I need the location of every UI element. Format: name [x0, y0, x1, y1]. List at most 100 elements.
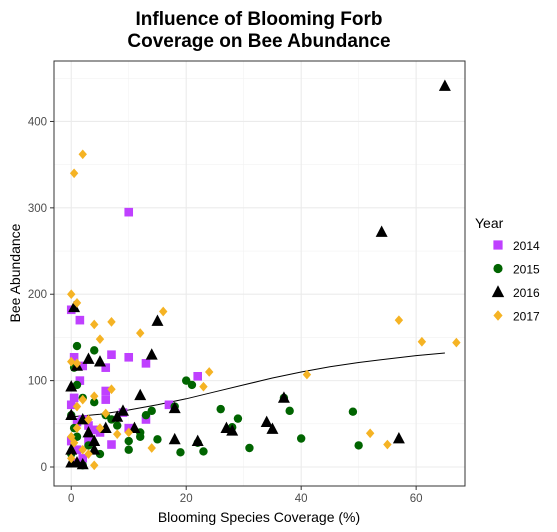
data-point — [95, 334, 105, 344]
y-tick-label: 100 — [28, 376, 47, 388]
x-tick-label: 60 — [410, 493, 423, 505]
data-point — [233, 414, 243, 423]
y-axis-ticks: 0 100 200 300 400 — [28, 116, 54, 474]
data-point — [78, 394, 87, 405]
data-point — [226, 424, 239, 436]
data-point — [348, 407, 358, 416]
trend-layer — [71, 352, 445, 418]
data-point — [113, 421, 122, 430]
data-point — [90, 346, 99, 355]
data-point — [72, 380, 82, 390]
plot-border — [53, 60, 466, 487]
data-point — [124, 436, 133, 446]
data-point — [151, 314, 164, 326]
data-point — [116, 404, 129, 416]
data-point — [285, 406, 294, 416]
legend-label: 2015 — [513, 263, 540, 277]
data-point — [193, 371, 203, 381]
data-point — [67, 453, 76, 464]
data-point — [65, 443, 78, 455]
data-point — [191, 434, 204, 446]
data-point — [134, 388, 147, 401]
data-point — [99, 421, 112, 433]
data-point — [101, 408, 110, 419]
data-point — [72, 341, 82, 351]
y-tick-label: 200 — [28, 289, 47, 301]
data-point — [72, 401, 82, 412]
data-point — [72, 358, 82, 369]
data-point — [438, 79, 451, 91]
data-point — [75, 315, 85, 325]
x-axis-ticks: 0 20 40 60 — [68, 486, 423, 505]
data-point — [84, 449, 93, 459]
data-point — [101, 363, 111, 372]
legend-item-2016: 2016 — [491, 285, 540, 300]
data-point — [107, 384, 116, 395]
legend-label: 2017 — [513, 310, 540, 324]
data-point — [128, 421, 141, 433]
data-point — [266, 422, 279, 434]
data-point — [168, 401, 181, 414]
y-tick-label: 400 — [28, 116, 47, 128]
data-point — [68, 300, 81, 313]
data-point — [199, 381, 208, 392]
data-point — [145, 348, 158, 360]
data-point — [90, 319, 99, 330]
data-point — [354, 441, 363, 450]
data-point — [90, 460, 99, 471]
legend-key-triangle-icon — [491, 285, 505, 298]
data-point — [164, 400, 174, 410]
legend-key-square-icon — [493, 240, 503, 250]
data-point — [65, 380, 78, 392]
data-point — [84, 421, 93, 430]
data-point — [82, 352, 95, 364]
data-point — [417, 336, 427, 347]
data-point — [107, 350, 116, 359]
data-point — [101, 386, 111, 396]
y-axis-title: Bee Abundance — [7, 223, 23, 322]
data-point — [65, 408, 78, 421]
data-point — [141, 359, 151, 368]
data-point — [124, 352, 134, 362]
data-point — [90, 391, 99, 401]
legend-item-2015: 2015 — [493, 263, 540, 277]
legend-key-circle-icon — [493, 263, 503, 274]
data-point — [302, 369, 312, 380]
data-points — [65, 79, 461, 471]
legend-key-diamond-icon — [493, 310, 503, 321]
data-point — [124, 427, 133, 438]
trend-line — [71, 352, 445, 418]
data-point — [94, 355, 106, 367]
y-tick-label: 300 — [28, 203, 47, 215]
data-point — [90, 398, 99, 407]
data-point — [82, 425, 95, 438]
data-point — [147, 443, 156, 453]
data-point — [78, 361, 88, 371]
x-tick-label: 20 — [180, 493, 193, 505]
data-point — [72, 417, 82, 427]
data-point — [66, 400, 76, 410]
data-point — [72, 445, 82, 455]
data-point — [141, 415, 151, 424]
data-point — [216, 404, 225, 414]
data-point — [153, 435, 162, 444]
data-point — [365, 428, 375, 439]
data-point — [111, 410, 124, 422]
data-point — [136, 328, 145, 338]
data-point — [72, 432, 82, 441]
data-point — [205, 367, 214, 377]
data-point — [72, 298, 82, 308]
data-point — [78, 149, 87, 160]
data-point — [124, 445, 133, 454]
data-point — [394, 315, 404, 325]
data-point — [72, 423, 82, 433]
legend-label: 2016 — [513, 286, 540, 300]
data-point — [260, 415, 273, 427]
data-point — [245, 443, 254, 453]
data-point — [84, 436, 93, 446]
data-point — [69, 437, 79, 448]
data-point — [187, 380, 197, 390]
x-tick-label: 40 — [295, 493, 308, 505]
data-point — [176, 448, 185, 457]
